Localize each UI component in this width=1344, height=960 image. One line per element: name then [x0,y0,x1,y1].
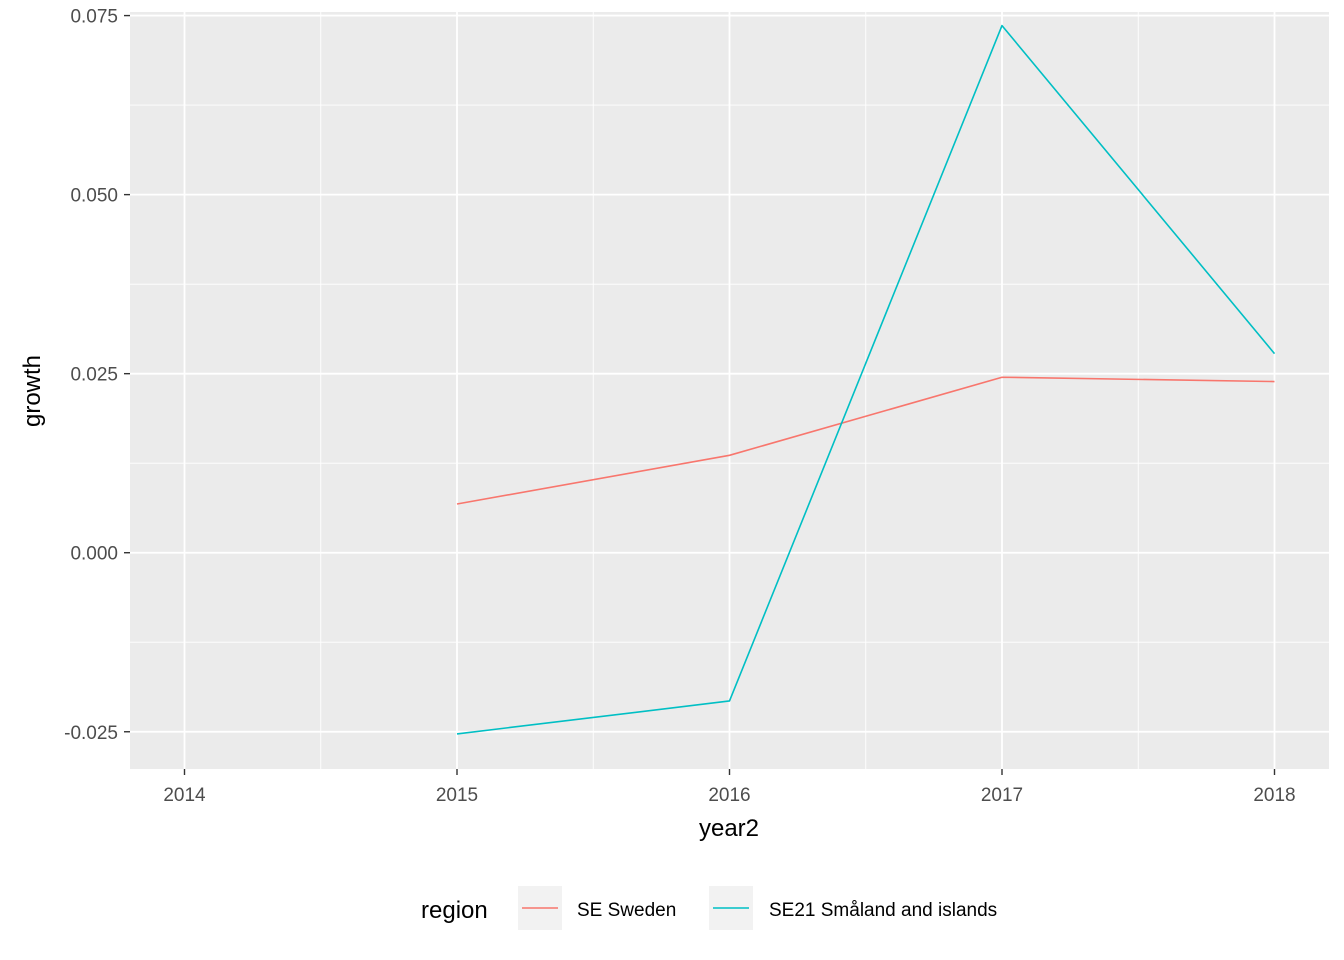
x-tick-label: 2017 [981,785,1023,806]
x-axis: 2014 2015 2016 2017 2018 [163,769,1296,806]
y-axis: -0.025 0.000 0.025 0.050 0.075 [64,7,130,744]
series-line-0 [456,376,1275,505]
x-tick-label: 2018 [1253,785,1295,806]
y-tick-label: 0.000 [70,544,118,565]
y-tick-label: 0.025 [70,365,118,386]
grid-major [130,12,1329,769]
x-axis-title: year2 [699,815,759,842]
y-tick-label: 0.075 [70,7,118,28]
x-tick-label: 2014 [163,785,206,806]
x-tick-label: 2015 [436,785,478,806]
legend: region SE Sweden SE21 Småland and island… [421,886,997,930]
series-line-1 [456,24,1276,735]
legend-title: region [421,897,488,924]
y-axis-title: growth [19,355,46,427]
y-tick-label: 0.050 [70,186,118,207]
legend-label-se-sweden: SE Sweden [577,900,676,921]
x-tick-label: 2016 [708,785,750,806]
series-lines [456,24,1276,735]
y-tick-label: -0.025 [64,723,118,744]
legend-label-se21: SE21 Småland and islands [769,900,997,921]
